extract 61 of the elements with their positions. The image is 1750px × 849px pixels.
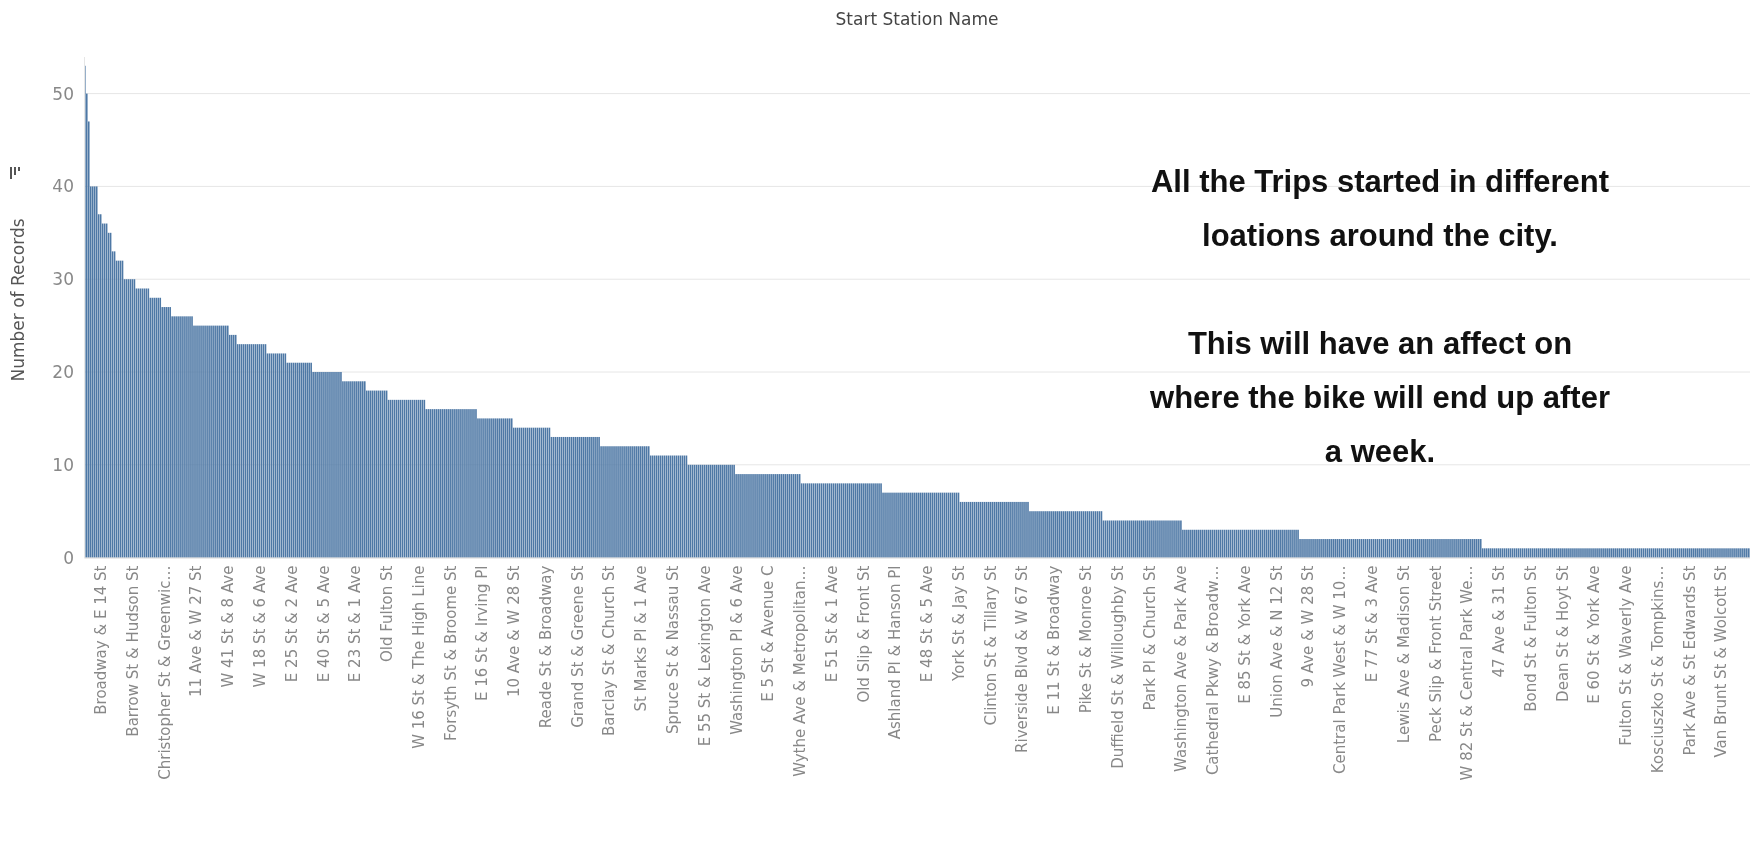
x-tick-label: 10 Ave & W 28 St	[505, 565, 524, 698]
y-tick-label: 50	[52, 83, 74, 104]
x-tick-label: Union Ave & N 12 St	[1267, 565, 1286, 718]
x-tick-label: 9 Ave & W 28 St	[1299, 565, 1318, 688]
x-tick-label: Ashland Pl & Hanson Pl	[886, 565, 905, 740]
x-tick-label: Central Park West & W 10…	[1331, 565, 1350, 774]
x-tick-label: Wythe Ave & Metropolitan…	[791, 565, 810, 777]
x-tick-label: E 51 St & 1 Ave	[822, 565, 841, 683]
x-tick-label: Clinton St & Tillary St	[981, 565, 1000, 726]
x-tick-label: E 40 St & 5 Ave	[314, 565, 333, 683]
x-tick-label: York St & Jay St	[949, 565, 968, 682]
y-axis-title: Number of Records	[8, 218, 28, 382]
x-tick-label: Washington Ave & Park Ave	[1172, 565, 1191, 772]
x-tick-label: Lewis Ave & Madison St	[1394, 565, 1413, 744]
x-tick-label: Forsyth St & Broome St	[441, 565, 460, 742]
x-tick-label: Park Pl & Church St	[1140, 565, 1159, 711]
x-tick-label: W 41 St & 8 Ave	[219, 565, 238, 688]
x-tick-label: Duffield St & Willoughby St	[1108, 565, 1127, 769]
x-tick-label: E 5 St & Avenue C	[759, 565, 778, 702]
y-tick-label: 40	[52, 176, 74, 197]
x-tick-label: Broadway & E 14 St	[92, 565, 111, 715]
y-tick-label: 20	[52, 361, 74, 382]
y-tick-label: 0	[63, 547, 74, 568]
x-tick-label: Grand St & Greene St	[568, 565, 587, 728]
x-tick-label: Dean St & Hoyt St	[1553, 565, 1572, 702]
x-tick-label: W 16 St & The High Line	[409, 565, 428, 749]
x-tick-label: E 11 St & Broadway	[1045, 565, 1064, 715]
x-tick-label: Barrow St & Hudson St	[123, 565, 142, 737]
x-tick-label: Pike St & Monroe St	[1077, 565, 1096, 714]
x-tick-label: E 85 St & York Ave	[1235, 565, 1254, 704]
x-tick-label: 11 Ave & W 27 St	[187, 565, 206, 698]
x-tick-label: Fulton St & Waverly Ave	[1617, 565, 1636, 746]
x-tick-label: E 77 St & 3 Ave	[1362, 565, 1381, 683]
x-tick-label: E 60 St & York Ave	[1585, 565, 1604, 704]
chart-title: Start Station Name	[835, 9, 999, 29]
x-tick-label: Washington Pl & 6 Ave	[727, 565, 746, 735]
x-tick-label: W 18 St & 6 Ave	[250, 565, 269, 688]
x-tick-label: E 25 St & 2 Ave	[282, 565, 301, 683]
x-tick-label: Peck Slip & Front Street	[1426, 565, 1445, 742]
x-tick-label: E 23 St & 1 Ave	[346, 565, 365, 683]
x-tick-label: Cathedral Pkwy & Broadw…	[1204, 565, 1223, 776]
x-tick-label: Old Slip & Front St	[854, 565, 873, 703]
x-tick-label: Christopher St & Greenwic…	[155, 565, 174, 780]
x-tick-label: E 48 St & 5 Ave	[918, 565, 937, 683]
x-tick-label: St Marks Pl & 1 Ave	[632, 565, 651, 712]
x-tick-label: Old Fulton St	[378, 565, 397, 663]
x-tick-label: Riverside Blvd & W 67 St	[1013, 565, 1032, 753]
x-tick-label: Van Brunt St & Wolcott St	[1712, 565, 1731, 758]
x-tick-label: Kosciuszko St & Tompkins…	[1648, 565, 1667, 774]
x-tick-label: 47 Ave & 31 St	[1490, 565, 1509, 678]
y-tick-label: 30	[52, 269, 74, 290]
y-tick-label: 10	[52, 454, 74, 475]
text: All the Trips started in different loations around the city. This will have an affect on where the bike will end up after a week.	[1150, 164, 1610, 469]
x-tick-label: W 82 St & Central Park We…	[1458, 565, 1477, 781]
x-tick-label: E 55 St & Lexington Ave	[695, 565, 714, 747]
x-tick-label: Barclay St & Church St	[600, 565, 619, 737]
x-tick-label: Bond St & Fulton St	[1521, 565, 1540, 712]
x-tick-label: E 16 St & Irving Pl	[473, 565, 492, 701]
x-tick-label: Spruce St & Nassau St	[664, 565, 683, 735]
x-tick-label: Park Ave & St Edwards St	[1680, 565, 1699, 756]
x-tick-label: Reade St & Broadway	[536, 565, 555, 729]
